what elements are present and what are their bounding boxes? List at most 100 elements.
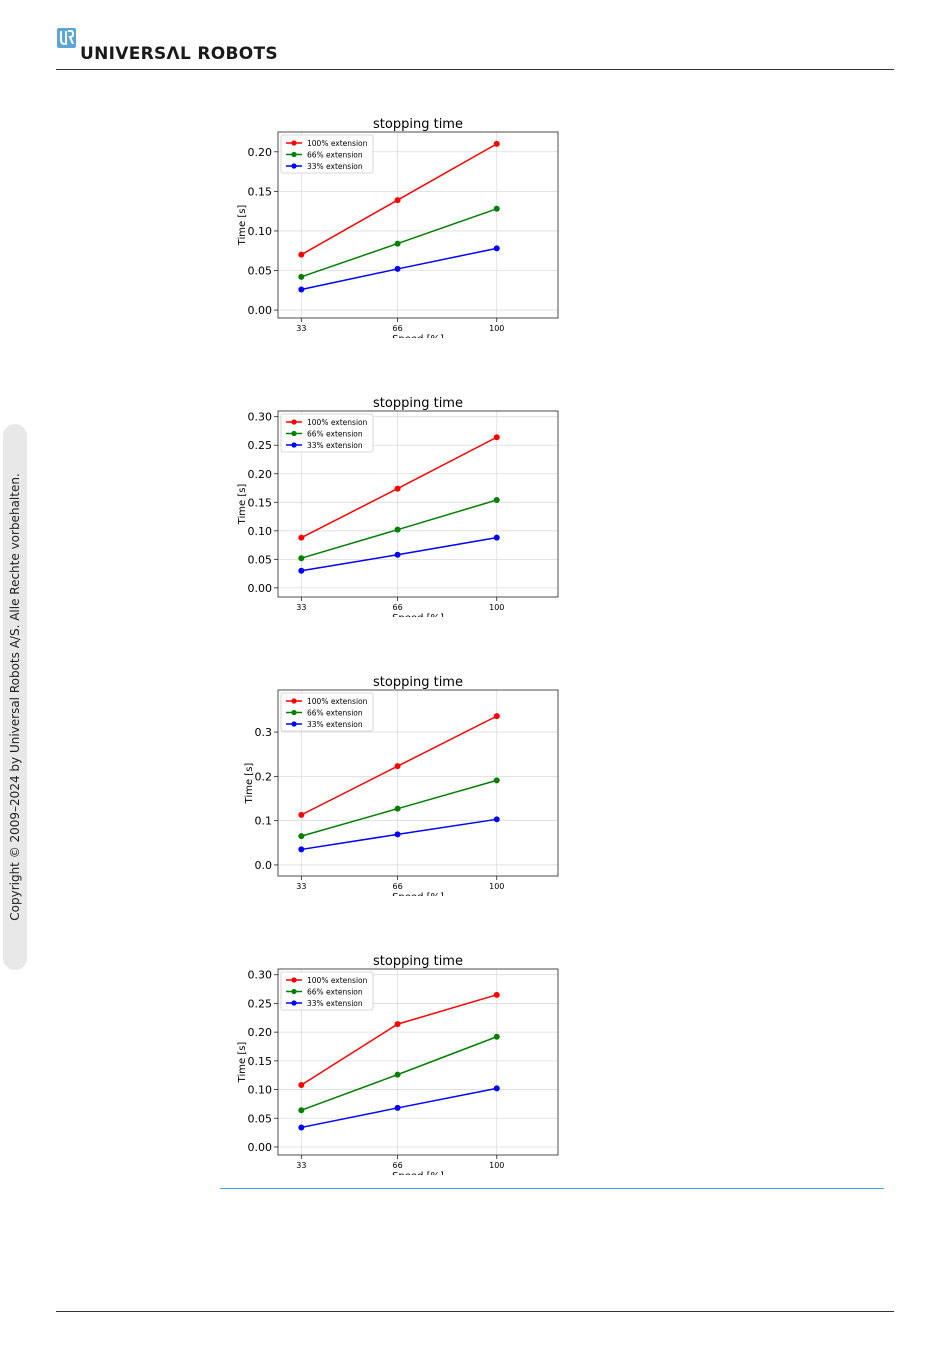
data-point xyxy=(493,1085,500,1092)
plot-frame xyxy=(277,131,559,319)
chart-svg: stopping time 0.00 0.05 0.10 0.15 0.20 0.25 0.3… xyxy=(237,954,559,1175)
data-point xyxy=(298,811,305,818)
data-point xyxy=(298,555,305,562)
data-point xyxy=(298,1124,305,1131)
x-tick-label: 66 xyxy=(392,882,402,891)
data-point xyxy=(493,205,500,212)
chart-svg: stopping time 0.00 0.05 0.10 0.15 0.20 0.25 0.3… xyxy=(237,396,559,617)
data-point xyxy=(493,816,500,823)
y-tick-label: 0.15 xyxy=(248,496,273,509)
legend-label: 33% extension xyxy=(307,162,363,171)
legend-box xyxy=(280,692,374,732)
legend-marker xyxy=(291,430,297,437)
x-axis-label: Speed [%] xyxy=(392,334,444,338)
y-tick-label: 0.10 xyxy=(248,525,273,538)
y-tick-label: 0.25 xyxy=(248,439,273,452)
data-point xyxy=(298,534,305,541)
legend-label: 100% extension xyxy=(307,697,368,706)
y-tick-label: 0.20 xyxy=(248,146,273,159)
data-point xyxy=(394,265,401,272)
legend-label: 33% extension xyxy=(307,720,363,729)
legend-box xyxy=(280,413,374,453)
plot-frame xyxy=(277,410,559,598)
chart-svg: stopping time 0.0 0.1 0.2 0.3 33 66 100 Speed [%… xyxy=(244,675,559,896)
stopping-time-chart-3: stopping time 0.0 0.1 0.2 0.3 33 66 100 Speed [%… xyxy=(230,671,570,896)
data-point xyxy=(493,777,500,784)
x-tick-label: 100 xyxy=(489,603,504,612)
y-tick-label: 0.30 xyxy=(248,969,273,982)
legend-label: 33% extension xyxy=(307,441,363,450)
x-tick-label: 33 xyxy=(296,603,306,612)
x-tick-label: 100 xyxy=(489,324,504,333)
stopping-time-chart-2: stopping time 0.00 0.05 0.10 0.15 0.20 0.25 0.3… xyxy=(230,392,570,617)
x-tick-label: 66 xyxy=(392,324,402,333)
chart-title: stopping time xyxy=(373,117,463,132)
y-tick-label: 0.00 xyxy=(248,582,273,595)
y-tick-label: 0.2 xyxy=(255,770,273,783)
data-point xyxy=(394,485,401,492)
data-point xyxy=(493,434,500,441)
chart-title: stopping time xyxy=(373,954,463,969)
data-point xyxy=(298,1107,305,1114)
legend-marker xyxy=(291,419,297,425)
chart-svg: stopping time 0.00 0.05 0.10 0.15 0.20 33 66 100… xyxy=(237,117,559,338)
plot-frame xyxy=(277,689,559,877)
legend-label: 66% extension xyxy=(307,430,363,439)
y-tick-label: 0.25 xyxy=(248,997,273,1010)
y-tick-label: 0.05 xyxy=(248,553,273,566)
legend-label: 66% extension xyxy=(307,709,363,718)
header-divider xyxy=(56,69,894,70)
legend-marker xyxy=(291,709,297,716)
legend: 100% extension 66% extension 33% extension xyxy=(280,971,374,1011)
y-tick-label: 0.20 xyxy=(248,1026,273,1039)
legend-marker xyxy=(291,163,297,169)
y-tick-label: 0.10 xyxy=(248,225,273,238)
data-point xyxy=(298,273,305,280)
data-point xyxy=(493,991,500,998)
y-tick-label: 0.00 xyxy=(248,304,273,317)
data-point xyxy=(298,833,305,840)
x-axis-label: Speed [%] xyxy=(392,1171,444,1175)
data-point xyxy=(394,197,401,204)
chart-title: stopping time xyxy=(373,396,463,411)
legend-label: 100% extension xyxy=(307,976,368,985)
y-tick-label: 0.15 xyxy=(248,185,273,198)
legend-marker xyxy=(291,442,297,448)
legend-marker xyxy=(291,977,297,983)
y-tick-label: 0.20 xyxy=(248,468,273,481)
legend-label: 100% extension xyxy=(307,139,368,148)
data-point xyxy=(493,713,500,720)
stopping-time-chart-4: stopping time 0.00 0.05 0.10 0.15 0.20 0.25 0.3… xyxy=(230,950,570,1175)
legend-label: 66% extension xyxy=(307,988,363,997)
x-tick-label: 33 xyxy=(296,1161,306,1170)
y-tick-label: 0.05 xyxy=(248,1112,273,1125)
copyright-text: Copyright © 2009–2024 by Universal Robot… xyxy=(8,473,22,921)
legend-marker xyxy=(291,721,297,727)
data-point xyxy=(298,846,305,853)
x-tick-label: 100 xyxy=(489,882,504,891)
y-tick-label: 0.3 xyxy=(255,726,273,739)
x-tick-label: 100 xyxy=(489,1161,504,1170)
legend-label: 100% extension xyxy=(307,418,368,427)
data-point xyxy=(298,286,305,293)
legend-box xyxy=(280,134,374,174)
data-point xyxy=(394,805,401,812)
legend-marker xyxy=(291,1000,297,1006)
legend-marker xyxy=(291,698,297,704)
legend: 100% extension 66% extension 33% extension xyxy=(280,413,374,453)
legend-marker xyxy=(291,988,297,995)
data-point xyxy=(394,763,401,770)
y-axis-label: Time [s] xyxy=(237,484,248,526)
x-tick-label: 33 xyxy=(296,882,306,891)
y-tick-label: 0.00 xyxy=(248,1141,273,1154)
legend-label: 66% extension xyxy=(307,151,363,160)
y-tick-label: 0.15 xyxy=(248,1055,273,1068)
data-point xyxy=(298,1081,305,1088)
legend: 100% extension 66% extension 33% extension xyxy=(280,134,374,174)
x-tick-label: 66 xyxy=(392,1161,402,1170)
y-tick-label: 0.30 xyxy=(248,411,273,424)
data-point xyxy=(394,526,401,533)
copyright-tab xyxy=(3,424,27,970)
data-point xyxy=(493,140,500,147)
data-point xyxy=(493,1033,500,1040)
